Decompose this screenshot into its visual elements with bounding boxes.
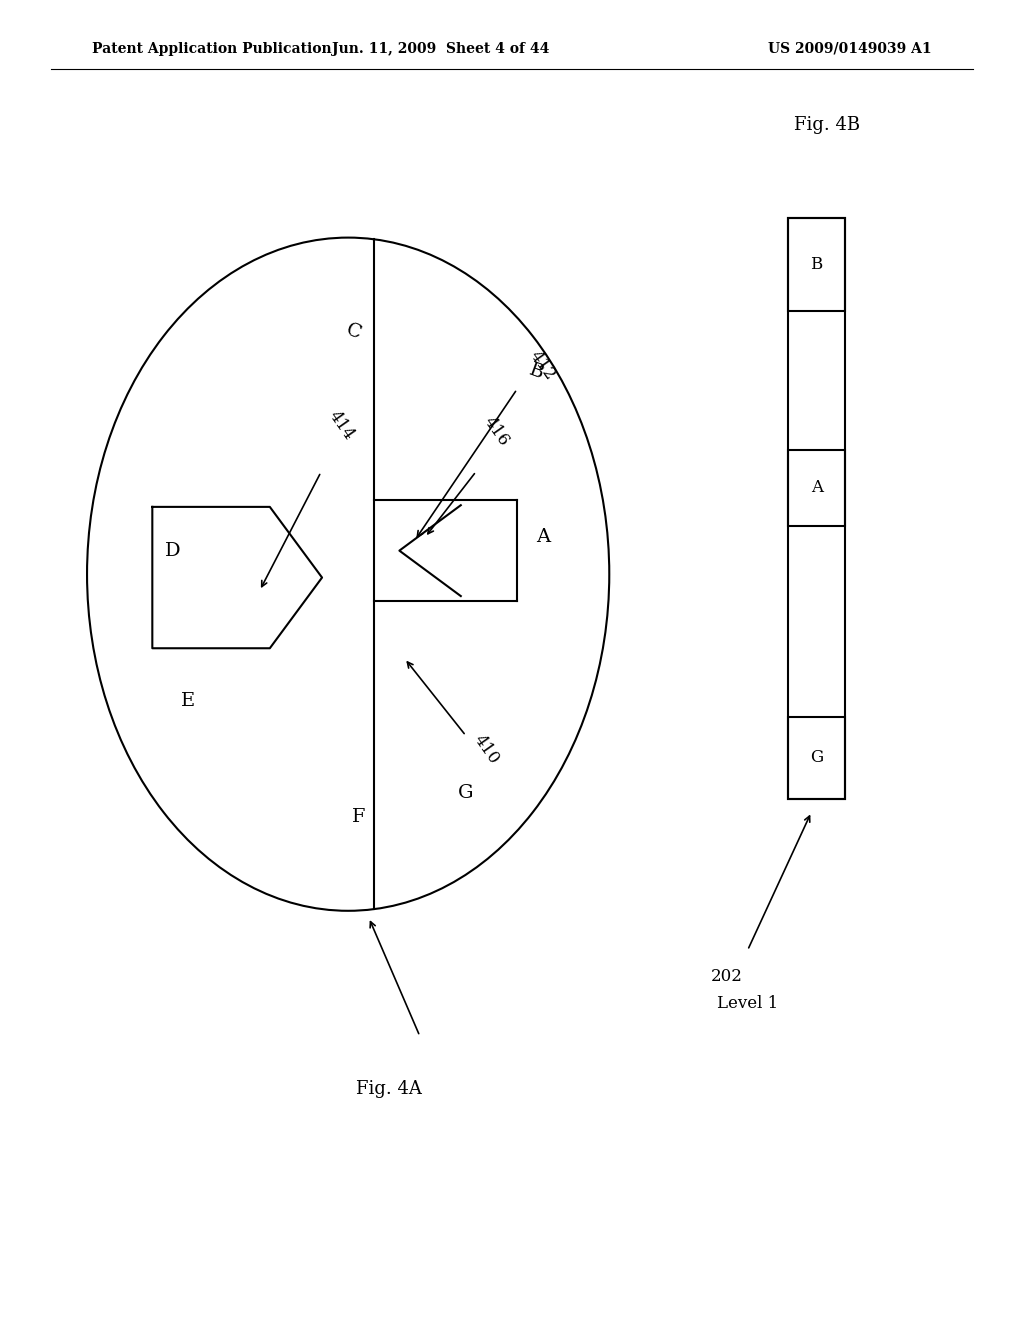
Bar <box>788 218 845 799</box>
Text: F: F <box>351 808 366 825</box>
Text: B: B <box>526 362 546 383</box>
Text: Jun. 11, 2009  Sheet 4 of 44: Jun. 11, 2009 Sheet 4 of 44 <box>332 42 549 55</box>
Text: A: A <box>811 479 822 496</box>
Text: 202: 202 <box>711 969 743 985</box>
Text: G: G <box>458 784 473 803</box>
Text: G: G <box>810 750 823 767</box>
Text: B: B <box>811 256 822 273</box>
Text: Fig. 4B: Fig. 4B <box>794 116 860 135</box>
Text: 412: 412 <box>526 347 559 383</box>
Text: 416: 416 <box>480 414 513 450</box>
Text: E: E <box>181 692 196 710</box>
Text: 414: 414 <box>326 408 357 444</box>
Text: 410: 410 <box>470 731 503 767</box>
Text: D: D <box>165 543 180 560</box>
Text: Level 1: Level 1 <box>717 995 778 1011</box>
Bar <box>788 218 845 310</box>
Text: US 2009/0149039 A1: US 2009/0149039 A1 <box>768 42 932 55</box>
Text: Fig. 4A: Fig. 4A <box>356 1080 422 1098</box>
Text: C: C <box>343 321 364 343</box>
Bar <box>788 717 845 799</box>
Text: Patent Application Publication: Patent Application Publication <box>92 42 332 55</box>
Text: A: A <box>536 528 550 546</box>
Bar <box>788 450 845 525</box>
